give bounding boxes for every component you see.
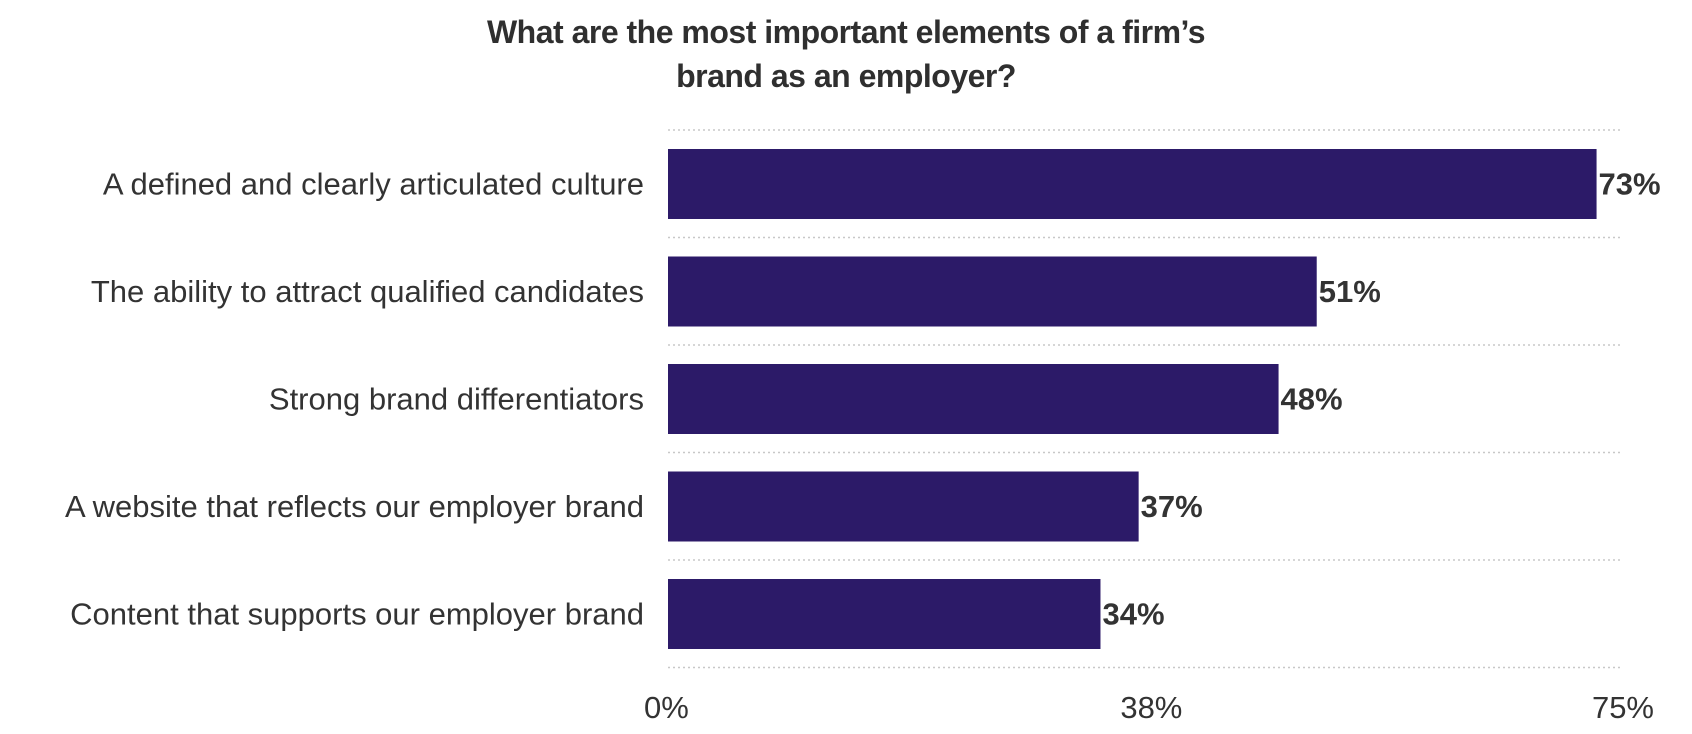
value-label: 48%: [1281, 382, 1343, 417]
value-labels: 73% 51% 48% 37% 34%: [1102, 167, 1660, 632]
category-label: The ability to attract qualified candida…: [91, 274, 644, 309]
value-label: 37%: [1141, 489, 1203, 524]
bar: [668, 364, 1279, 434]
chart-title-line-2: brand as an employer?: [676, 58, 1016, 94]
value-label: 51%: [1319, 274, 1381, 309]
x-tick-label: 38%: [1120, 690, 1182, 725]
grid-lines: [668, 129, 1622, 669]
category-label: Strong brand differentiators: [269, 382, 644, 417]
category-label: A defined and clearly articulated cultur…: [103, 167, 644, 202]
bar: [668, 149, 1597, 219]
x-axis-ticks: 0% 38% 75%: [644, 690, 1654, 725]
bar: [668, 579, 1101, 649]
bar: [668, 256, 1317, 327]
value-label: 34%: [1102, 597, 1164, 632]
bar: [668, 471, 1139, 542]
x-tick-label: 75%: [1592, 690, 1654, 725]
chart-title-line-1: What are the most important elements of …: [486, 14, 1206, 50]
category-label: A website that reflects our employer bra…: [65, 489, 644, 524]
bars: [668, 149, 1597, 649]
x-tick-label: 0%: [644, 690, 689, 725]
chart-title: What are the most important elements of …: [0, 10, 1692, 98]
category-label: Content that supports our employer brand: [70, 597, 644, 632]
value-label: 73%: [1599, 167, 1661, 202]
category-labels: A defined and clearly articulated cultur…: [65, 167, 644, 632]
